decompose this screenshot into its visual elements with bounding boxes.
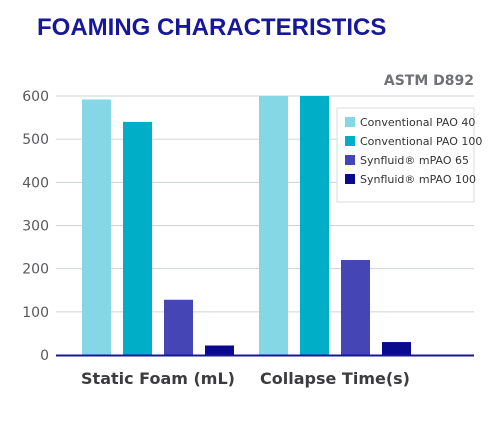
- y-tick-label: 200: [22, 262, 49, 278]
- bar: [123, 121, 152, 356]
- y-tick-label: 300: [22, 219, 49, 235]
- legend-box: [336, 107, 475, 203]
- legend-entry: Synfluid® mPAO 100: [360, 173, 476, 186]
- y-tick-label: 400: [22, 175, 49, 191]
- chart-subtitle: ASTM D892: [384, 73, 474, 89]
- x-category-label: Collapse Time(s): [260, 369, 410, 388]
- bars: [82, 96, 411, 356]
- bar: [382, 342, 411, 355]
- y-tick-label: 0: [40, 348, 49, 364]
- bar: [205, 345, 234, 355]
- bar: [164, 299, 193, 355]
- legend-swatch: [345, 174, 355, 184]
- bar: [300, 96, 329, 355]
- legend-swatch: [345, 117, 355, 127]
- legend-entry: Conventional PAO 40: [360, 116, 475, 129]
- bar: [259, 96, 288, 355]
- category-labels: Static Foam (mL) Collapse Time(s): [81, 369, 410, 388]
- y-tick-label: 500: [22, 132, 49, 148]
- y-tick-label: 600: [22, 89, 49, 105]
- bar: [82, 99, 111, 355]
- legend-swatch: [345, 155, 355, 165]
- bar: [341, 260, 370, 355]
- legend-entry: Synfluid® mPAO 65: [360, 154, 469, 167]
- y-axis-ticks: 0 100 200 300 400 500 600: [22, 89, 49, 364]
- chart-title: FOAMING CHARACTERISTICS: [37, 14, 387, 41]
- y-tick-label: 100: [22, 305, 49, 321]
- legend-swatch: [345, 136, 355, 146]
- x-category-label: Static Foam (mL): [81, 369, 235, 388]
- legend-entry: Conventional PAO 100: [360, 135, 482, 148]
- legend: Conventional PAO 40 Conventional PAO 100 S…: [336, 107, 482, 203]
